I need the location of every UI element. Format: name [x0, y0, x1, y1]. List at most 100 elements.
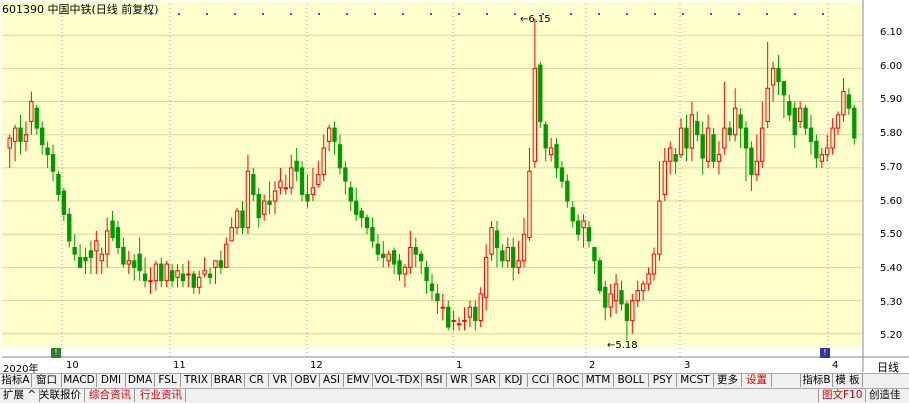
candle-body [245, 170, 251, 229]
candle [684, 114, 689, 162]
candle-body [581, 220, 586, 229]
marker-icon[interactable]: ! [51, 348, 61, 358]
candle-body [613, 283, 619, 302]
tab-sar[interactable]: SAR [472, 374, 500, 387]
tab-mcst[interactable]: MCST [677, 374, 714, 387]
tab-mtm[interactable]: MTM [583, 374, 614, 387]
tab-general-news[interactable]: 综合资讯 [86, 389, 135, 402]
candle-body [83, 256, 88, 262]
tab-dmi[interactable]: DMI [97, 374, 126, 387]
info-marker [206, 13, 208, 15]
candle [792, 101, 797, 148]
candle [538, 61, 543, 129]
candle-body [597, 260, 603, 292]
tab-fsl[interactable]: FSL [155, 374, 181, 387]
candle [559, 161, 565, 188]
candle-body [852, 107, 857, 139]
candle-body [489, 227, 494, 255]
candle [50, 144, 56, 182]
candle-body [418, 253, 424, 262]
candle [603, 280, 608, 321]
tab-wr[interactable]: WR [447, 374, 472, 387]
tab-window[interactable]: 窗口 [32, 374, 62, 387]
candle [386, 250, 391, 268]
candle [532, 18, 538, 168]
candle [624, 300, 630, 341]
candle [370, 217, 375, 248]
marker-icon[interactable]: ! [820, 348, 830, 358]
info-marker [766, 13, 768, 15]
candle [283, 174, 288, 195]
tab-rsi[interactable]: RSI [422, 374, 447, 387]
tab-emv[interactable]: EMV [344, 374, 373, 387]
candle-body [603, 286, 608, 308]
tab-asi[interactable]: ASI [320, 374, 344, 387]
candle [354, 187, 359, 221]
tab-settings[interactable]: 设置 [742, 374, 772, 387]
candle [402, 264, 408, 288]
tab-indicator-a[interactable]: 指标A [0, 374, 32, 387]
tab-roc[interactable]: ROC [554, 374, 583, 387]
candle [218, 250, 224, 275]
candle [34, 104, 39, 135]
tab-vr[interactable]: VR [269, 374, 292, 387]
candle [72, 234, 77, 261]
candle-body [402, 266, 408, 275]
candle-body [34, 107, 39, 129]
brand-label: 创造佳 [869, 389, 901, 401]
candle [825, 134, 830, 162]
tab-kdj[interactable]: KDJ [500, 374, 528, 387]
candle [640, 280, 646, 301]
candle [104, 217, 110, 268]
candle [132, 254, 137, 281]
candle [245, 154, 251, 235]
candle [229, 217, 234, 242]
info-marker [486, 13, 488, 15]
candle [565, 174, 570, 208]
candle [83, 247, 88, 275]
candle [743, 121, 749, 182]
tab-indicator-b[interactable]: 指标B [800, 374, 833, 387]
f10-button[interactable]: 图文F10 [818, 389, 867, 402]
tab-dma[interactable]: DMA [126, 374, 155, 387]
bottom-tab-bar: 扩展 ^ 关联报价 综合资讯 行业资讯 图文F10 创造佳 [0, 388, 909, 403]
tab-expand[interactable]: 扩展 ^ [0, 389, 41, 402]
candle [830, 118, 835, 155]
candle-body [630, 300, 635, 321]
tab-industry-news[interactable]: 行业资讯 [137, 389, 186, 402]
info-marker [738, 13, 740, 15]
tab-more[interactable]: 更多 [714, 374, 742, 387]
candle-body [261, 200, 267, 215]
candle-body [760, 127, 765, 162]
tab-cr[interactable]: CR [245, 374, 269, 387]
tab-cci[interactable]: CCI [528, 374, 554, 387]
candle [581, 214, 586, 248]
info-marker [458, 13, 460, 15]
candle [40, 121, 45, 155]
tab-psy[interactable]: PSY [649, 374, 677, 387]
candle-body [521, 233, 527, 262]
candle-body [733, 107, 738, 136]
info-marker [402, 13, 404, 15]
candle [45, 141, 50, 168]
candle-body [548, 147, 554, 156]
candle [261, 194, 267, 221]
date-tick-label: 12 [310, 360, 323, 371]
candle-body [511, 246, 516, 268]
tab-boll[interactable]: BOLL [614, 374, 649, 387]
info-marker [626, 13, 628, 15]
candle [668, 141, 673, 175]
period-label[interactable]: 日线 [877, 361, 899, 374]
tab-obv[interactable]: OBV [292, 374, 320, 387]
tab-vol-tdx[interactable]: VOL-TDX [373, 374, 422, 387]
candle [251, 167, 256, 202]
candle-body [7, 137, 12, 149]
tab-template[interactable]: 模 板 [833, 374, 863, 387]
candle [673, 147, 678, 175]
tab-brar[interactable]: BRAR [212, 374, 245, 387]
tab-macd[interactable]: MACD [62, 374, 97, 387]
tab-trix[interactable]: TRIX [181, 374, 212, 387]
candle [749, 141, 754, 192]
tab-related-quotes[interactable]: 关联报价 [36, 389, 85, 402]
